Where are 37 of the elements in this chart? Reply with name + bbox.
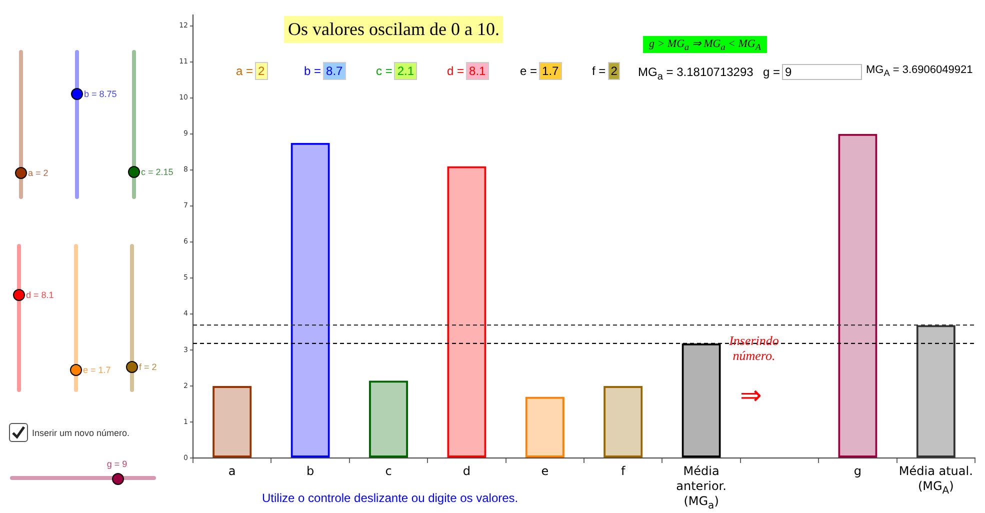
annotation: f = 2 — [592, 63, 618, 80]
text: a = 2 — [28, 168, 48, 178]
x-tick-label: c — [384, 464, 393, 479]
annotation: g = 9 — [763, 64, 793, 80]
bar — [447, 166, 486, 458]
text: b = 8.75 — [84, 88, 117, 99]
text: c = 2.15 — [141, 166, 174, 177]
annotation: Inserindo número. — [728, 333, 780, 363]
x-tick-label: a — [227, 464, 237, 479]
x-tick-label: g — [852, 464, 862, 479]
bar — [368, 380, 408, 458]
x-tick-label: d — [462, 464, 472, 479]
annotation: e = 1.7 — [520, 63, 560, 80]
bar — [212, 386, 252, 458]
annotation: c = 2.1 — [376, 63, 416, 80]
annotation: MG$_{a}$ = 3.1810713293 — [638, 65, 754, 82]
text: g = 9 — [106, 459, 128, 469]
annotation: ⇒ — [740, 381, 762, 411]
x-tick-label: Média atual. (MG$_{A}$) — [898, 464, 974, 498]
text: Utilize o controle deslizante ou digite os valores. — [262, 491, 518, 505]
bar — [525, 396, 564, 458]
chart-title: Os valores oscilam de 0 a 10. — [284, 16, 504, 43]
text: Inserir um novo número. — [32, 428, 130, 438]
x-tick-label: b — [305, 464, 316, 479]
text: f = 2 — [139, 362, 157, 372]
x-tick-label: f — [620, 464, 626, 479]
annotation: d = 8.1 — [447, 63, 487, 80]
bar — [838, 134, 878, 458]
x-tick-label: e — [540, 464, 550, 479]
annotation: MG$_{A}$ = 3.6906049921 — [866, 64, 973, 78]
annotation: g > MG$_{a}$ ⇒ MG$_{a}$ < MG$_{A}$ — [643, 36, 767, 54]
text: d = 8.1 — [26, 290, 54, 300]
annotation: a = 2 — [236, 63, 266, 80]
annotation: b = 8.7 — [304, 63, 344, 80]
bar — [604, 386, 643, 458]
x-tick-label: Média anterior. (MG$_{a}$) — [675, 464, 728, 513]
text: e = 1.7 — [83, 365, 111, 376]
